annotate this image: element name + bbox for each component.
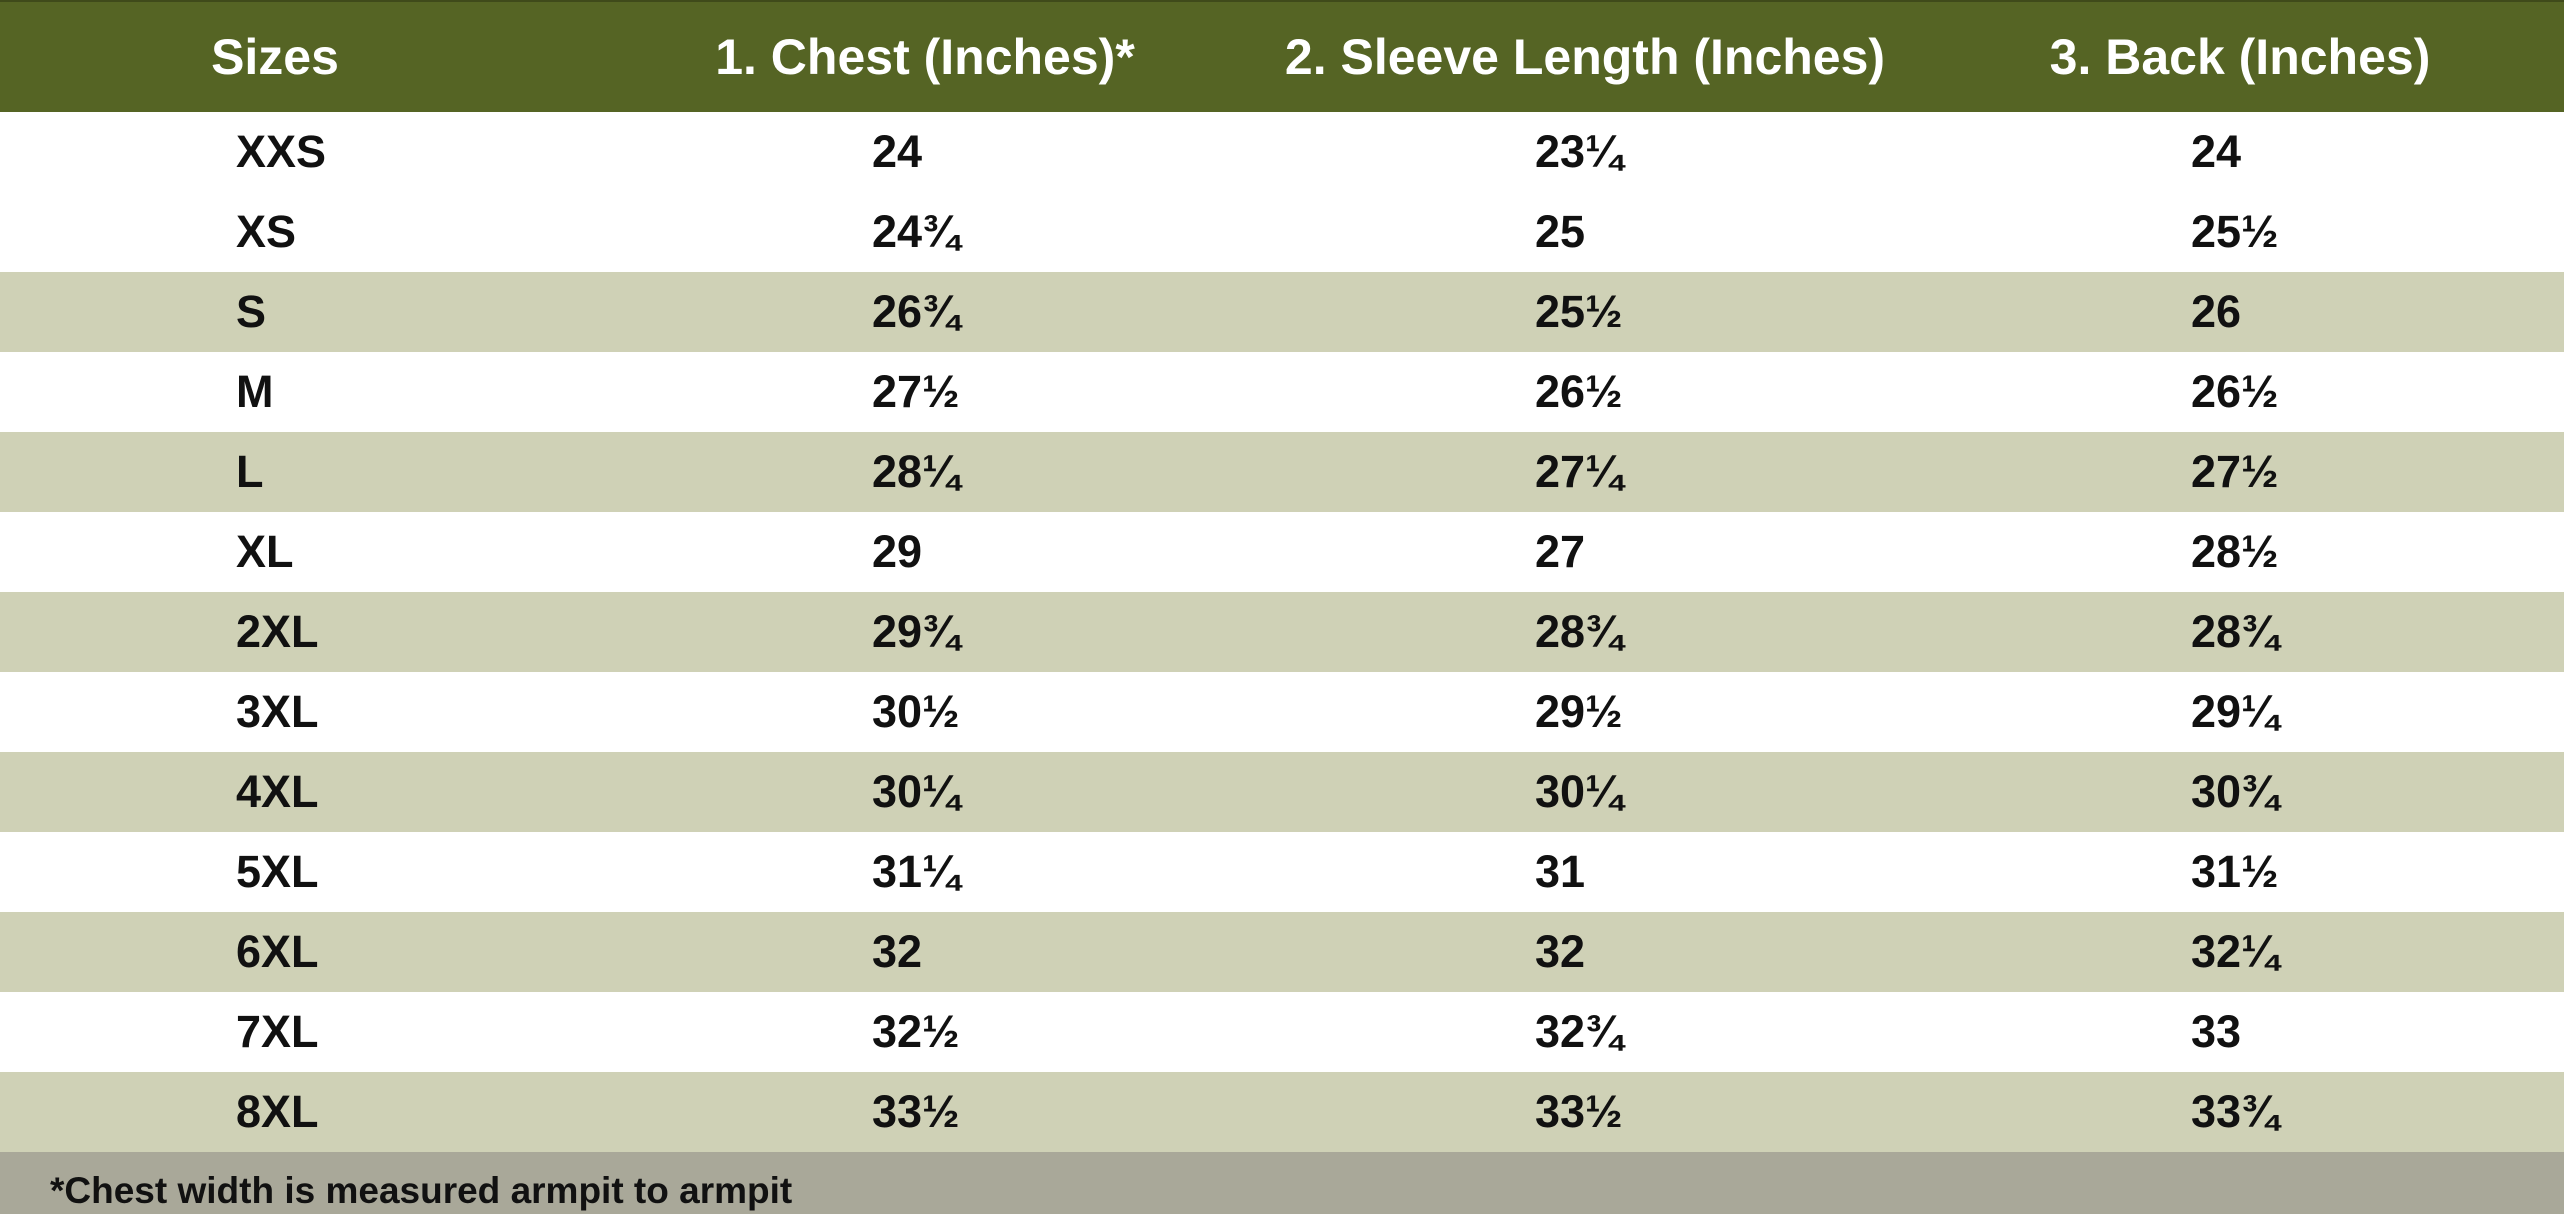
back-cell: 26½ xyxy=(2191,366,2279,417)
back-cell: 29¼ xyxy=(2191,686,2279,737)
chest-cell: 26¾ xyxy=(872,286,960,337)
chest-cell: 31¼ xyxy=(872,846,960,897)
footnote-text: *Chest width is measured armpit to armpi… xyxy=(50,1170,793,1211)
sleeve-length-cell: 32 xyxy=(1535,926,1586,977)
size-cell: XS xyxy=(236,206,297,257)
sleeve-length-cell: 32¾ xyxy=(1535,1006,1623,1057)
sleeve-length-cell: 30¼ xyxy=(1535,766,1623,817)
table-row: 2XL 29¾ 28¾ 28¾ xyxy=(0,592,2564,672)
chest-cell: 27½ xyxy=(872,366,960,417)
table-row: XL 29 27 28½ xyxy=(0,512,2564,592)
back-cell: 32¼ xyxy=(2191,926,2279,977)
size-cell: 3XL xyxy=(236,686,319,737)
sleeve-length-cell: 33½ xyxy=(1535,1086,1623,1137)
back-cell: 31½ xyxy=(2191,846,2279,897)
back-cell: 25½ xyxy=(2191,206,2279,257)
sleeve-length-cell: 27 xyxy=(1535,526,1586,577)
chest-cell: 32 xyxy=(872,926,923,977)
header-sleeve-length: 2. Sleeve Length (Inches) xyxy=(1284,29,1886,85)
header-sizes: Sizes xyxy=(211,29,339,85)
size-cell: 4XL xyxy=(236,766,319,817)
size-cell: S xyxy=(236,286,267,337)
table-row: XXS 24 23¼ 24 xyxy=(0,112,2564,192)
table-row: 6XL 32 32 32¼ xyxy=(0,912,2564,992)
size-cell: 5XL xyxy=(236,846,319,897)
chest-cell: 29 xyxy=(872,526,923,577)
table-row: 5XL 31¼ 31 31½ xyxy=(0,832,2564,912)
header-back: 3. Back (Inches) xyxy=(2049,29,2431,85)
sleeve-length-cell: 25½ xyxy=(1535,286,1623,337)
chest-cell: 30½ xyxy=(872,686,960,737)
sleeve-length-cell: 26½ xyxy=(1535,366,1623,417)
size-cell: XL xyxy=(236,526,294,577)
table-row: XS 24¾ 25 25½ xyxy=(0,192,2564,272)
back-cell: 30¾ xyxy=(2191,766,2279,817)
chest-cell: 32½ xyxy=(872,1006,960,1057)
size-cell: 2XL xyxy=(236,606,319,657)
table-row: 4XL 30¼ 30¼ 30¾ xyxy=(0,752,2564,832)
chest-cell: 30¼ xyxy=(872,766,960,817)
footnote-bar: *Chest width is measured armpit to armpi… xyxy=(0,1152,2564,1214)
chest-cell: 24¾ xyxy=(872,206,960,257)
chest-cell: 29¾ xyxy=(872,606,960,657)
chest-cell: 24 xyxy=(872,126,923,177)
table-row: L 28¼ 27¼ 27½ xyxy=(0,432,2564,512)
sleeve-length-cell: 25 xyxy=(1535,206,1586,257)
table-row: 7XL 32½ 32¾ 33 xyxy=(0,992,2564,1072)
table-row: 8XL 33½ 33½ 33¾ xyxy=(0,1072,2564,1152)
table-header: Sizes 1. Chest (Inches)* 2. Sleeve Lengt… xyxy=(0,0,2564,112)
table-body: XXS 24 23¼ 24 XS 24¾ 25 25½ S 26¾ 25½ 26 M 27½ 26½ 26½ L… xyxy=(0,112,2564,1152)
back-cell: 33¾ xyxy=(2191,1086,2279,1137)
back-cell: 33 xyxy=(2191,1006,2242,1057)
back-cell: 26 xyxy=(2191,286,2242,337)
size-cell: M xyxy=(236,366,274,417)
back-cell: 24 xyxy=(2191,126,2242,177)
size-cell: 6XL xyxy=(236,926,319,977)
size-cell: L xyxy=(236,446,264,497)
chest-cell: 28¼ xyxy=(872,446,960,497)
sleeve-length-cell: 27¼ xyxy=(1535,446,1623,497)
size-cell: 7XL xyxy=(236,1006,319,1057)
back-cell: 28¾ xyxy=(2191,606,2279,657)
sleeve-length-cell: 28¾ xyxy=(1535,606,1623,657)
back-cell: 27½ xyxy=(2191,446,2279,497)
sleeve-length-cell: 29½ xyxy=(1535,686,1623,737)
back-cell: 28½ xyxy=(2191,526,2279,577)
size-cell: XXS xyxy=(236,126,327,177)
sleeve-length-cell: 23¼ xyxy=(1535,126,1623,177)
sleeve-length-cell: 31 xyxy=(1535,846,1586,897)
header-chest: 1. Chest (Inches)* xyxy=(715,29,1135,85)
table-row: S 26¾ 25½ 26 xyxy=(0,272,2564,352)
chest-cell: 33½ xyxy=(872,1086,960,1137)
size-cell: 8XL xyxy=(236,1086,319,1137)
table-row: 3XL 30½ 29½ 29¼ xyxy=(0,672,2564,752)
table-row: M 27½ 26½ 26½ xyxy=(0,352,2564,432)
